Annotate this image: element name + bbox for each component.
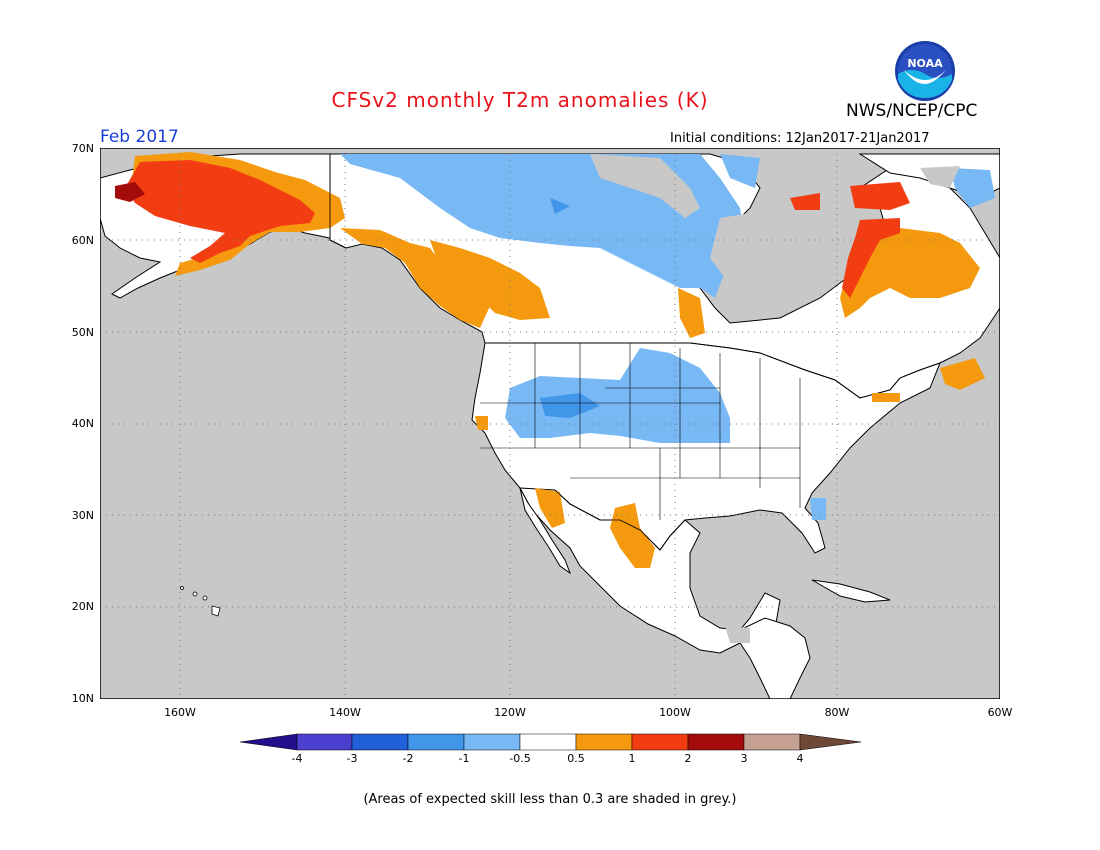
newengland-warm: [872, 393, 900, 402]
anomaly-map: [99, 147, 1001, 700]
hudson-cold-light: [720, 154, 760, 188]
lat-label: 70N: [71, 142, 94, 155]
north-warm-red: [850, 182, 910, 210]
lat-label: 10N: [71, 692, 94, 705]
positive-anomalies: [115, 152, 985, 568]
plains-cold-mid: [540, 393, 600, 418]
quebec-warm-orange: [840, 228, 980, 318]
skill-footnote: (Areas of expected skill less than 0.3 a…: [363, 792, 737, 807]
lon-label: 160W: [164, 706, 196, 719]
hawaii-islands: [180, 586, 221, 617]
lat-label: 60N: [71, 234, 94, 247]
quebec-warm-red: [842, 218, 900, 298]
colorbar-segment: [351, 733, 409, 751]
greenland-cold: [950, 168, 995, 208]
lat-label: 50N: [71, 326, 94, 339]
alberta-warm-orange: [430, 240, 550, 320]
colorbar-tick: -2: [402, 752, 414, 765]
colorbar-segment: [687, 733, 745, 751]
initial-conditions: Initial conditions: 12Jan2017-21Jan2017: [670, 131, 930, 146]
colorbar-segment: [799, 733, 862, 751]
colorbar-segment: [463, 733, 521, 751]
noaa-logo: NOAA: [894, 40, 956, 102]
organization-label: NWS/NCEP/CPC: [846, 101, 978, 121]
maritimes-warm: [940, 358, 985, 390]
grey-north-canada: [590, 154, 700, 218]
colorbar-tick: -3: [346, 752, 358, 765]
colorbar-segment: [239, 733, 298, 751]
forecast-month: Feb 2017: [100, 127, 179, 147]
lat-label: 30N: [71, 509, 94, 522]
noaa-logo-text: NOAA: [907, 57, 943, 70]
alaska-warm-red: [125, 160, 315, 263]
baffin-warm-red: [790, 193, 820, 210]
colorbar-tick: 4: [796, 752, 804, 765]
lon-label: 100W: [659, 706, 691, 719]
colorbar-tick: 3: [740, 752, 748, 765]
lat-label: 20N: [71, 600, 94, 613]
colorbar-segment: [519, 733, 577, 751]
baja-land: [519, 487, 572, 575]
grey-hudson: [710, 188, 800, 278]
us-canada-border: [485, 342, 861, 399]
map-title: CFSv2 monthly T2m anomalies (K): [331, 88, 709, 112]
colorbar-tick: 1: [628, 752, 636, 765]
colorbar-segment: [743, 733, 801, 751]
lon-label: 120W: [494, 706, 526, 719]
lon-label: 80W: [824, 706, 850, 719]
colorbar-tick: -1: [458, 752, 470, 765]
state-lines: [480, 343, 801, 520]
colorbar-tick: -0.5: [509, 752, 531, 765]
mexico-warm: [610, 503, 655, 568]
cuba-land: [811, 579, 891, 603]
grey-labrador: [790, 276, 820, 298]
lon-label: 60W: [987, 706, 1013, 719]
us-mexico-border: [554, 489, 686, 551]
lat-label: 40N: [71, 417, 94, 430]
lon-label: 140W: [329, 706, 361, 719]
colorbar-segment: [296, 733, 353, 751]
colorbar-segment: [575, 733, 633, 751]
low-skill-areas: [590, 154, 960, 643]
borders: [329, 154, 861, 551]
alaska-warm-dark: [115, 182, 145, 202]
alaska-canada-border: [329, 154, 347, 249]
grey-arctic-east: [820, 154, 860, 178]
florida-cold: [810, 498, 826, 520]
colorbar-segment: [407, 733, 465, 751]
baja-warm: [535, 488, 565, 528]
plains-cold-light: [505, 348, 730, 443]
colorbar-segment: [631, 733, 689, 751]
colorbar-tick: -4: [291, 752, 303, 765]
colorbar-tick: 2: [684, 752, 692, 765]
colorbar: [239, 733, 862, 751]
canada-cold-mid: [550, 198, 570, 214]
ontario-warm-orange: [678, 288, 705, 338]
grey-central-am: [725, 626, 750, 643]
bc-warm-orange: [340, 228, 490, 328]
colorbar-tick: 0.5: [567, 752, 585, 765]
calif-warm: [475, 416, 488, 430]
map-panel: [99, 147, 1001, 700]
lat-grid: [100, 239, 1000, 608]
central-america-land: [739, 617, 811, 700]
grey-greenland-edge: [920, 166, 960, 188]
